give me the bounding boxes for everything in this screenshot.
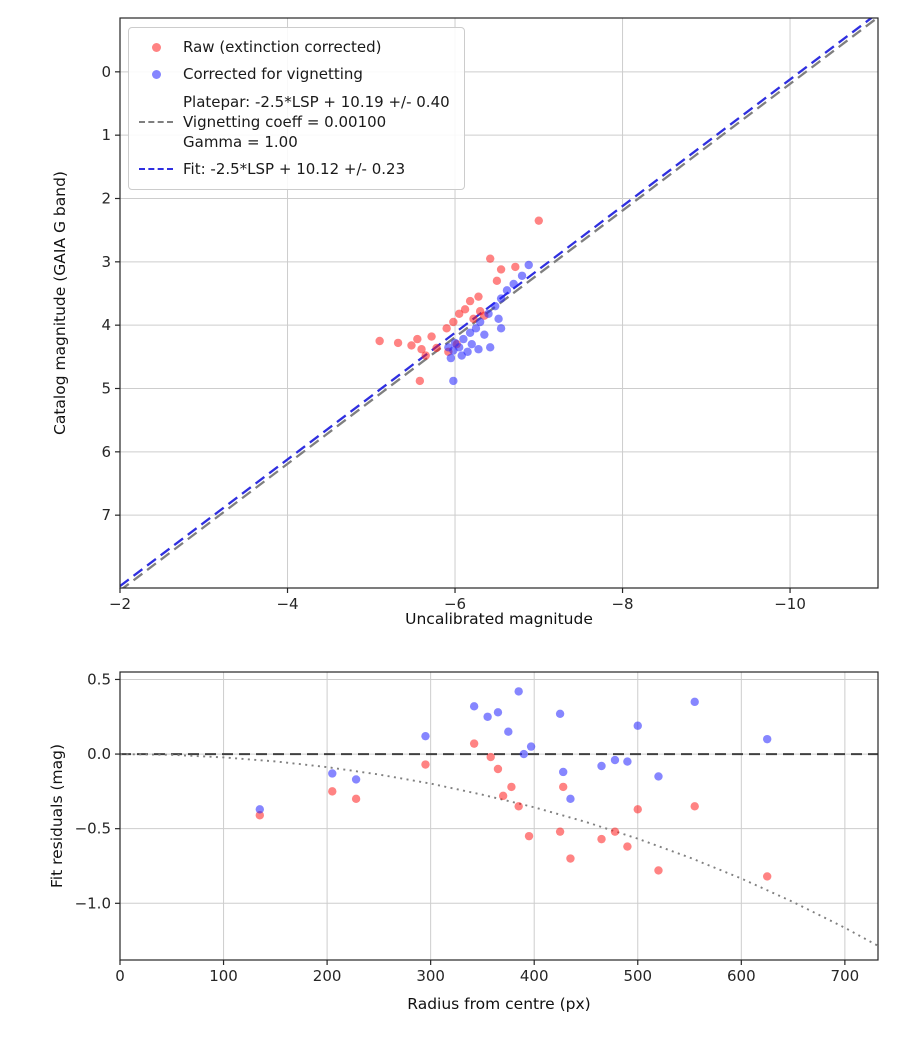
- legend-item-raw: Raw (extinction corrected): [139, 37, 450, 57]
- svg-text:0: 0: [101, 63, 111, 81]
- scatter-raw-extinction-corrected-: [375, 216, 543, 386]
- bottom-yaxis-label: Fit residuals (mag): [48, 743, 66, 889]
- svg-text:−1.0: −1.0: [75, 894, 111, 912]
- platepar-line-1: Platepar: -2.5*LSP + 10.19 +/- 0.40: [183, 92, 450, 111]
- platepar-line-2: Vignetting coeff = 0.00100: [183, 112, 387, 131]
- legend: Raw (extinction corrected) Corrected for…: [128, 27, 465, 190]
- svg-text:1: 1: [101, 126, 111, 144]
- svg-text:5: 5: [101, 380, 111, 398]
- svg-text:−0.5: −0.5: [75, 820, 111, 838]
- svg-text:0.5: 0.5: [87, 670, 111, 688]
- legend-label-fit: Fit: -2.5*LSP + 10.12 +/- 0.23: [183, 160, 406, 179]
- svg-text:100: 100: [209, 967, 238, 985]
- svg-text:−6: −6: [444, 595, 466, 613]
- bottom-xaxis-label: Radius from centre (px): [407, 995, 591, 1013]
- legend-label-platepar: Platepar: -2.5*LSP + 10.19 +/- 0.40 Vign…: [183, 92, 450, 153]
- svg-text:700: 700: [831, 967, 860, 985]
- svg-text:400: 400: [520, 967, 549, 985]
- svg-text:−10: −10: [774, 595, 806, 613]
- legend-label-corrected: Corrected for vignetting: [183, 65, 363, 84]
- legend-label-raw: Raw (extinction corrected): [183, 38, 382, 56]
- svg-text:2: 2: [101, 190, 111, 208]
- blue-dashed-marker: [139, 160, 173, 178]
- series-Fit: -2.5*LS: [120, 18, 874, 588]
- top-yaxis-label: Catalog magnitude (GAIA G band): [51, 171, 69, 435]
- svg-text:−8: −8: [611, 595, 633, 613]
- svg-text:4: 4: [101, 316, 111, 334]
- svg-text:300: 300: [416, 967, 445, 985]
- red-dot-marker: [139, 38, 173, 56]
- residuals-chart: 0 100 200 300 400 500 600 700 0.5 0.0 −0.5 −1.0: [75, 670, 879, 985]
- svg-text:−4: −4: [276, 595, 298, 613]
- scatter-raw-residuals: [255, 739, 772, 881]
- scatter-corrected-for-vignetting: [444, 260, 533, 386]
- legend-item-fit: Fit: -2.5*LSP + 10.12 +/- 0.23: [139, 159, 450, 179]
- vignetting-model-curve: [120, 753, 878, 947]
- svg-text:0: 0: [115, 967, 125, 985]
- svg-text:6: 6: [101, 443, 111, 461]
- svg-text:7: 7: [101, 506, 111, 524]
- svg-text:600: 600: [727, 967, 756, 985]
- legend-item-corrected: Corrected for vignetting: [139, 64, 450, 84]
- top-xaxis-label: Uncalibrated magnitude: [405, 610, 593, 628]
- series-Platepar: -2: [121, 18, 878, 588]
- scatter-corrected-residuals: [255, 687, 772, 814]
- blue-dot-marker: [139, 65, 173, 83]
- svg-text:0.0: 0.0: [87, 745, 111, 763]
- svg-text:3: 3: [101, 253, 111, 271]
- platepar-line-3: Gamma = 1.00: [183, 133, 298, 151]
- svg-text:−2: −2: [109, 595, 131, 613]
- gray-dashed-marker: [139, 113, 173, 131]
- svg-text:500: 500: [623, 967, 652, 985]
- legend-item-platepar: Platepar: -2.5*LSP + 10.19 +/- 0.40 Vign…: [139, 92, 450, 153]
- svg-text:200: 200: [313, 967, 342, 985]
